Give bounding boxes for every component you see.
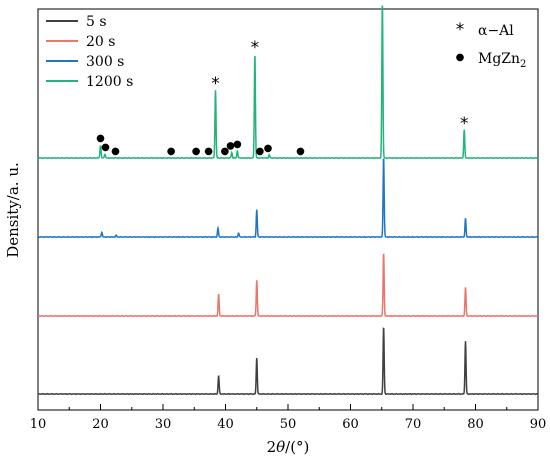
alpha-al-mark: * <box>211 74 220 94</box>
marker-legend-label-main: MgZn <box>478 51 520 67</box>
alpha-al-mark: * <box>460 114 469 134</box>
x-tick-label: 70 <box>405 417 422 432</box>
marker-legend-label-sub: 2 <box>520 59 526 70</box>
mgzn2-mark: ● <box>101 142 110 153</box>
annotation-layer: ****●●●●●●●●●●●● <box>96 0 468 157</box>
legend-label: 5 s <box>86 14 107 30</box>
marker-legend-label: α−Al <box>478 23 514 39</box>
series-line <box>37 158 539 239</box>
x-tick-label: 60 <box>342 417 359 432</box>
x-axis-label-theta: θ <box>276 438 285 456</box>
alpha-al-mark: * <box>378 0 387 6</box>
legend-label: 300 s <box>86 54 124 70</box>
legend-label: 1200 s <box>86 74 133 90</box>
series-line <box>37 5 539 160</box>
marker-legend-label: MgZn2 <box>478 51 526 70</box>
mgzn2-mark: ● <box>226 140 235 151</box>
mgzn2-mark: ● <box>233 139 242 150</box>
series-layer <box>37 5 539 396</box>
mgzn2-mark: ● <box>111 146 120 157</box>
x-axis-label-post: /(°) <box>285 438 309 456</box>
marker-legend: * α−Al ● MgZn2 <box>456 20 527 70</box>
x-tick-label: 30 <box>155 417 172 432</box>
x-tick-label: 90 <box>530 417 547 432</box>
mgzn2-mark: ● <box>192 146 201 157</box>
x-tick-label: 80 <box>467 417 484 432</box>
y-axis-label: Density/a. u. <box>4 162 22 258</box>
legend-label: 20 s <box>86 34 115 50</box>
mgzn2-mark: ● <box>167 146 176 157</box>
series-line <box>37 253 539 318</box>
x-tick-label: 20 <box>92 417 109 432</box>
mgzn2-mark: ● <box>264 143 273 154</box>
x-axis-label-pre: 2 <box>267 438 277 456</box>
mgzn2-mark: ● <box>221 146 230 157</box>
mgzn2-mark: ● <box>256 146 265 157</box>
legend: 5 s 20 s 300 s 1200 s <box>46 14 133 90</box>
x-axis: 10 20 30 40 50 60 70 80 90 <box>30 404 547 432</box>
x-tick-label: 50 <box>280 417 297 432</box>
x-tick-label: 40 <box>217 417 234 432</box>
alpha-al-mark: * <box>251 38 260 58</box>
mgzn2-mark: ● <box>296 146 305 157</box>
marker-legend-symbol: * <box>456 20 465 40</box>
mgzn2-mark: ● <box>204 146 213 157</box>
series-line <box>37 327 539 396</box>
mgzn2-mark: ● <box>96 133 105 144</box>
x-axis-label: 2θ/(°) <box>267 438 310 456</box>
x-tick-label: 10 <box>30 417 47 432</box>
marker-legend-symbol: ● <box>456 52 465 63</box>
